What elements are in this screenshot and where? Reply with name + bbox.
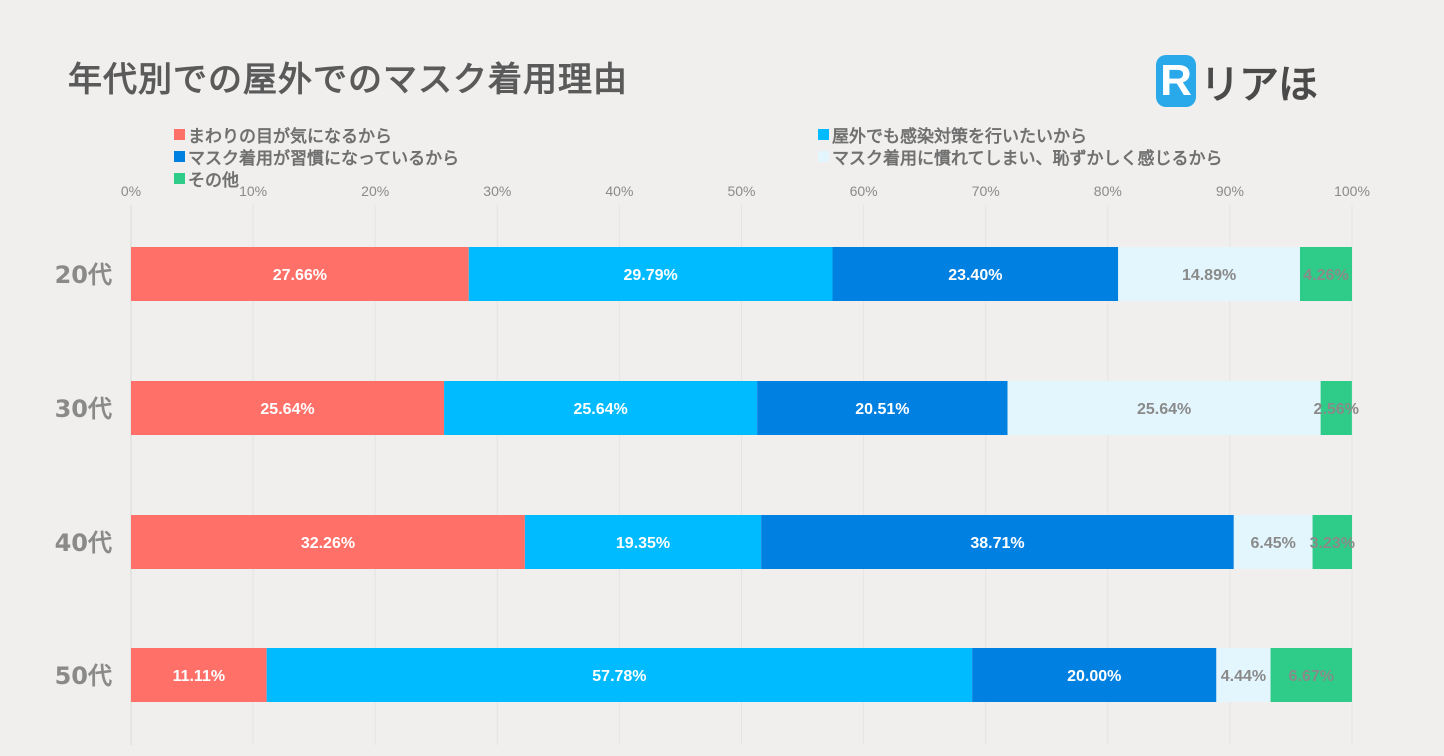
data-label: 25.64% [260,401,314,418]
bar-segment [131,648,267,702]
x-tick-label: 0% [121,183,141,199]
data-label: 27.66% [273,267,327,284]
legend-swatch [174,173,185,184]
bar-segment [444,381,758,435]
data-label: 20.51% [855,401,909,418]
x-tick-label: 60% [850,183,878,199]
bar-segment [1216,648,1271,702]
data-label: 38.71% [970,535,1024,552]
legend-item-series-2: マスク着用が習慣になっているから [174,144,459,169]
data-label: 2.56% [1314,401,1359,418]
legend-item-series-3: マスク着用に慣れてしまい、恥ずかしく感じるから [818,144,1223,169]
bar-segment [1118,247,1300,301]
x-tick-label: 90% [1216,183,1244,199]
legend-swatch [818,129,829,140]
category-label: 20代 [55,261,112,289]
data-label: 23.40% [948,267,1002,284]
bar-segment [1270,648,1352,702]
bar-segment [131,381,445,435]
x-tick-label: 40% [605,183,633,199]
data-label: 6.67% [1289,668,1334,685]
legend-swatch [818,151,829,162]
logo-mark: R [1156,55,1196,107]
data-label: 3.23% [1310,535,1355,552]
legend-item-series-1: 屋外でも感染対策を行いたいから [818,122,1087,147]
bar-segment [524,515,762,569]
data-label: 32.26% [301,535,355,552]
x-tick-label: 70% [972,183,1000,199]
x-tick-label: 100% [1334,183,1370,199]
legend-swatch [174,129,185,140]
category-label: 50代 [55,662,112,690]
x-tick-label: 20% [361,183,389,199]
logo-text: リアほ [1200,62,1318,108]
bar-segment [1233,515,1313,569]
data-label: 14.89% [1182,267,1236,284]
legend-label: マスク着用が習慣になっているから [188,149,460,169]
data-label: 11.11% [173,668,226,685]
bar-segment [266,648,973,702]
bar-segment [761,515,1234,569]
x-tick-label: 50% [727,183,755,199]
data-label: 29.79% [623,267,677,284]
bar-segment [468,247,833,301]
bar-segment [972,648,1217,702]
data-label: 20.00% [1067,668,1121,685]
legend-swatch [174,151,185,162]
bar-segment [1312,515,1352,569]
x-tick-label: 80% [1094,183,1122,199]
legend-item-series-0: まわりの目が気になるから [174,122,392,147]
data-label: 6.45% [1250,535,1295,552]
brand-logo: R リアほ [1156,52,1318,110]
x-tick-label: 10% [239,183,267,199]
bar-segment [1299,247,1352,301]
chart-title: 年代別での屋外でのマスク着用理由 [68,60,628,100]
bar-segment [1320,381,1352,435]
bar-segment [131,515,525,569]
legend-label: 屋外でも感染対策を行いたいから [832,127,1087,147]
legend-label: その他 [188,171,239,191]
data-label: 57.78% [592,668,646,685]
data-label: 4.44% [1221,668,1266,685]
data-label: 4.26% [1303,267,1348,284]
data-label: 19.35% [616,535,670,552]
bar-segment [757,381,1008,435]
category-label: 30代 [55,395,112,423]
legend-item-series-4: その他 [174,166,239,191]
data-label: 25.64% [1137,401,1191,418]
legend-label: マスク着用に慣れてしまい、恥ずかしく感じるから [832,149,1223,169]
bar-segment [832,247,1119,301]
data-label: 25.64% [573,401,627,418]
bar-segment [1007,381,1321,435]
bar-segment [131,247,469,301]
category-label: 40代 [55,529,112,557]
x-tick-label: 30% [483,183,511,199]
legend-label: まわりの目が気になるから [188,127,392,147]
